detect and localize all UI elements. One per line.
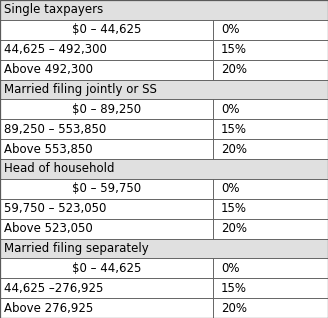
Text: $0 – 89,250: $0 – 89,250 [72, 103, 141, 116]
Text: 89,250 – 553,850: 89,250 – 553,850 [4, 123, 106, 136]
Text: 59,750 – 523,050: 59,750 – 523,050 [4, 202, 106, 215]
Bar [0, 60, 213, 80]
Bar [0, 278, 213, 298]
Text: 20%: 20% [221, 63, 247, 76]
Bar [213, 60, 328, 80]
Bar [0, 179, 213, 199]
Bar [213, 278, 328, 298]
Text: $0 – 44,625: $0 – 44,625 [72, 23, 141, 36]
Text: Single taxpayers: Single taxpayers [4, 3, 103, 17]
Text: 15%: 15% [221, 123, 247, 136]
Bar [0, 258, 213, 278]
Bar [213, 199, 328, 219]
Bar [213, 119, 328, 139]
Text: 0%: 0% [221, 23, 239, 36]
Bar [213, 40, 328, 60]
Bar [213, 219, 328, 238]
Bar [213, 298, 328, 318]
Text: 15%: 15% [221, 43, 247, 56]
Text: Married filing separately: Married filing separately [4, 242, 149, 255]
Bar [0, 40, 213, 60]
Bar [0, 159, 328, 179]
Text: Above 492,300: Above 492,300 [4, 63, 93, 76]
Text: 44,625 – 492,300: 44,625 – 492,300 [4, 43, 107, 56]
Text: 0%: 0% [221, 262, 239, 275]
Text: 20%: 20% [221, 142, 247, 156]
Text: 20%: 20% [221, 301, 247, 315]
Bar [0, 0, 328, 20]
Bar [213, 99, 328, 119]
Text: 20%: 20% [221, 222, 247, 235]
Bar [213, 179, 328, 199]
Text: $0 – 59,750: $0 – 59,750 [72, 182, 141, 195]
Bar [213, 258, 328, 278]
Text: 15%: 15% [221, 282, 247, 295]
Text: 0%: 0% [221, 182, 239, 195]
Bar [213, 139, 328, 159]
Text: Head of household: Head of household [4, 162, 114, 176]
Bar [0, 219, 213, 238]
Bar [0, 20, 213, 40]
Bar [0, 199, 213, 219]
Text: 0%: 0% [221, 103, 239, 116]
Bar [0, 298, 213, 318]
Text: Above 276,925: Above 276,925 [4, 301, 93, 315]
Bar [0, 99, 213, 119]
Text: 15%: 15% [221, 202, 247, 215]
Bar [0, 238, 328, 258]
Bar [0, 139, 213, 159]
Bar [213, 20, 328, 40]
Text: 44,625 –276,925: 44,625 –276,925 [4, 282, 103, 295]
Bar [0, 119, 213, 139]
Text: Above 523,050: Above 523,050 [4, 222, 93, 235]
Bar [0, 80, 328, 99]
Text: Married filing jointly or SS: Married filing jointly or SS [4, 83, 157, 96]
Text: $0 – 44,625: $0 – 44,625 [72, 262, 141, 275]
Text: Above 553,850: Above 553,850 [4, 142, 92, 156]
